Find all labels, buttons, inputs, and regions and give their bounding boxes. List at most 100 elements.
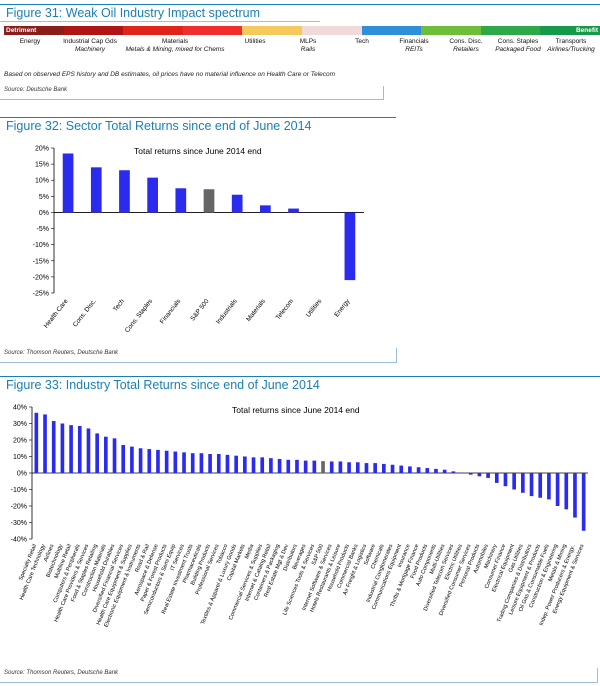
- spectrum-category: Materials Metals & Mining, mixed for Chem…: [110, 38, 240, 54]
- spectrum-category-label: Utilities: [244, 38, 266, 45]
- bar: [521, 473, 525, 493]
- spectrum-category-label: Energy: [19, 38, 41, 45]
- y-tick-label: -15%: [33, 258, 49, 265]
- benefit-label: Benefit: [575, 27, 598, 34]
- bar: [581, 473, 586, 531]
- spectrum-category-label: Cons. Staples: [497, 38, 539, 45]
- bar: [295, 459, 299, 473]
- bar: [286, 459, 291, 473]
- bar: [216, 454, 221, 473]
- bar: [434, 468, 438, 473]
- bar: [355, 462, 360, 473]
- y-tick-label: 10%: [35, 178, 49, 185]
- bar: [164, 450, 169, 473]
- figure-31-underline: [0, 21, 320, 22]
- bar: [51, 421, 56, 473]
- spectrum-category-sublabel: Retailers: [453, 46, 479, 53]
- bar: [190, 453, 195, 473]
- bar: [408, 466, 412, 473]
- bar: [234, 455, 238, 473]
- bar: [303, 460, 308, 473]
- spectrum-segment: [361, 26, 422, 35]
- x-category-label: S&P 500: [189, 298, 210, 323]
- bar: [182, 452, 186, 473]
- figure-31-note: Based on observed EPS history and DB est…: [4, 71, 336, 78]
- bar: [399, 465, 404, 473]
- spectrum-segment: [480, 26, 541, 35]
- figure-32-title: Figure 32: Sector Total Returns since en…: [0, 117, 396, 134]
- spectrum-category: Utilities: [220, 38, 290, 46]
- figure-31-title: Figure 31: Weak Oil Industry Impact spec…: [0, 4, 600, 21]
- spectrum-category: Cons. Disc. Retailers: [431, 38, 501, 54]
- sector-returns-chart: 20% 15% 10% 5% 0% -5% -10% -15% -20% -25% Total re…: [33, 146, 364, 334]
- x-category-label: Telecom: [275, 298, 295, 321]
- figure-33-bottom-rule: [0, 682, 598, 683]
- chart-title: Total returns since June 2014 end: [134, 146, 262, 156]
- x-category-label: Cons. Disc.: [72, 298, 98, 329]
- bar: [347, 462, 351, 473]
- bar: [112, 438, 117, 473]
- spectrum-category-sublabel: Metals & Mining, mixed for Chems: [125, 46, 225, 53]
- bar: [277, 458, 282, 473]
- y-tick-label: 5%: [39, 194, 49, 201]
- bar: [468, 473, 473, 475]
- x-category-label: Tech: [112, 298, 126, 313]
- bar: [269, 458, 273, 473]
- spectrum-category-label: Financials: [399, 38, 429, 45]
- y-tick-label: -30%: [11, 520, 27, 527]
- y-tick-label: -20%: [33, 274, 49, 281]
- bar: [312, 460, 317, 473]
- bar: [564, 473, 569, 510]
- spectrum-category-label: Tech: [355, 38, 369, 45]
- y-tick-label: -10%: [11, 487, 27, 494]
- bar: [231, 194, 243, 213]
- spectrum-category-sublabel: Airlines/Trucking: [547, 46, 595, 53]
- bar: [512, 473, 516, 490]
- bar: [138, 448, 143, 473]
- spectrum-category: Cons. Staples Packaged Food: [483, 38, 553, 54]
- bar: [147, 449, 152, 473]
- figure-33-title: Figure 33: Industry Total Returns since …: [0, 376, 600, 393]
- spectrum-category-label: Cons. Disc.: [449, 38, 483, 45]
- bar: [364, 463, 369, 473]
- spectrum-category: Financials REITs: [379, 38, 449, 54]
- x-category-label: Materials: [245, 297, 267, 323]
- bar: [95, 433, 99, 473]
- bar: [503, 473, 508, 487]
- spectrum-segment: [4, 26, 65, 35]
- spectrum-category-sublabel: Rails: [300, 46, 316, 53]
- bar: [416, 467, 421, 473]
- bar: [321, 461, 325, 473]
- bar: [225, 454, 230, 473]
- spectrum-segment: [182, 26, 243, 35]
- bar: [573, 473, 577, 518]
- spectrum-category-sublabel: Packaged Food: [495, 46, 541, 53]
- y-tick-label: -10%: [33, 242, 49, 249]
- y-tick-label: 10%: [13, 454, 27, 461]
- bar: [477, 473, 482, 477]
- figure-31-title-text: Figure 31: Weak Oil Industry Impact spec…: [6, 6, 261, 20]
- x-category-label: Cons. Staples: [124, 297, 155, 334]
- figure-31-bottom-rule: [0, 99, 384, 100]
- y-tick-label: -40%: [11, 537, 27, 544]
- bar: [243, 456, 247, 473]
- bar: [119, 170, 130, 213]
- bar: [373, 463, 377, 473]
- y-tick-label: 20%: [13, 438, 27, 445]
- bar: [555, 473, 560, 506]
- bar: [329, 461, 334, 473]
- spectrum-category: MLPs Rails: [273, 38, 343, 54]
- bar: [130, 446, 134, 473]
- figure-33-source: Source: Thomson Reuters, Deutsche Bank: [4, 670, 119, 676]
- spectrum-category-sublabel: Machinery: [75, 46, 105, 53]
- bar: [156, 449, 160, 473]
- y-tick-label: 15%: [35, 162, 49, 169]
- spectrum-category-label: Industrial Cap Gds: [63, 38, 117, 45]
- bar: [451, 471, 456, 473]
- bar: [538, 473, 543, 498]
- x-category-label: Media: [244, 543, 256, 560]
- figure-32-bottom-rule: [0, 362, 397, 363]
- bar: [390, 464, 395, 473]
- bar: [69, 425, 73, 473]
- bar: [344, 212, 356, 281]
